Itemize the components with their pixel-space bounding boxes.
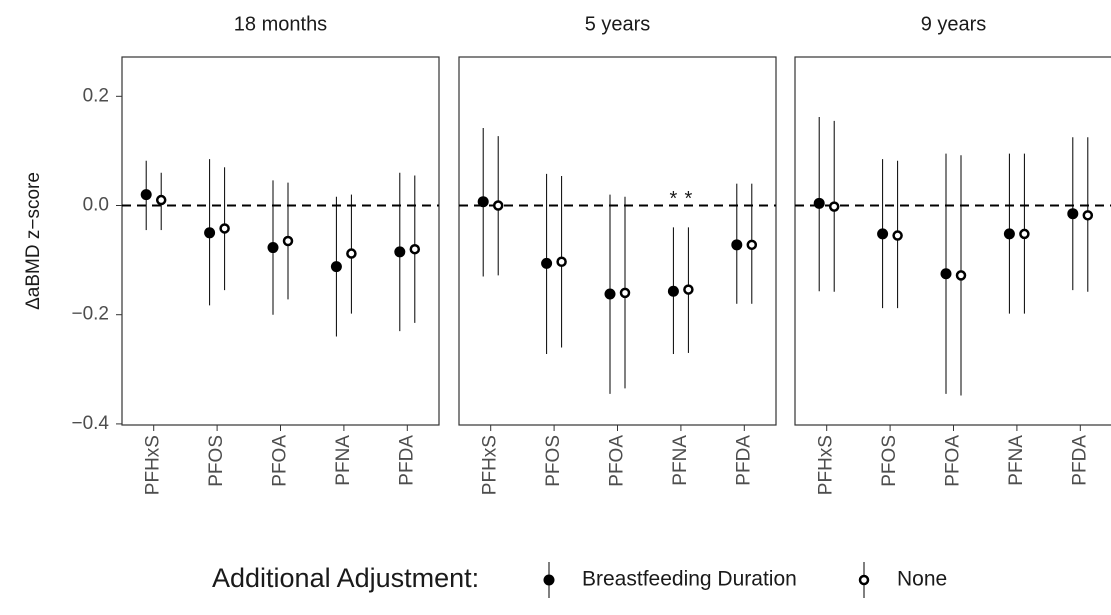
legend-label: Breastfeeding Duration xyxy=(582,568,797,591)
point xyxy=(204,227,216,239)
panel-title: 9 years xyxy=(921,13,987,35)
point xyxy=(346,248,357,259)
y-tick-label: 0.2 xyxy=(83,85,109,106)
point xyxy=(813,197,825,209)
x-tick-label: PFOA xyxy=(943,435,964,487)
panel-title: 5 years xyxy=(585,13,651,35)
point xyxy=(541,257,553,269)
x-tick-label: PFOS xyxy=(543,435,564,487)
x-tick-label: PFOS xyxy=(206,435,227,487)
point xyxy=(1003,228,1015,240)
y-tick-label: 0.0 xyxy=(83,195,109,216)
point xyxy=(477,196,489,208)
y-tick-label: −0.4 xyxy=(71,413,109,434)
point xyxy=(394,246,406,258)
point xyxy=(955,270,967,281)
y-axis-label: ΔaBMD z−score xyxy=(23,172,44,310)
x-tick-label: PFNA xyxy=(333,435,354,486)
panel-border xyxy=(121,56,440,426)
point xyxy=(1019,228,1030,240)
legend-key-point xyxy=(543,574,555,586)
x-tick-label: PFNA xyxy=(670,435,691,486)
x-tick-label: PFHxS xyxy=(480,435,501,495)
point xyxy=(619,287,631,299)
x-tick-label: PFHxS xyxy=(143,435,164,495)
point xyxy=(746,239,758,251)
point xyxy=(892,230,903,241)
point xyxy=(683,284,694,295)
point xyxy=(140,189,152,201)
x-tick-label: PFOS xyxy=(879,435,900,487)
point xyxy=(282,235,294,247)
point xyxy=(940,268,952,280)
legend-label: None xyxy=(897,568,947,591)
panel-title: 18 months xyxy=(234,13,327,35)
point xyxy=(877,228,889,240)
x-tick-label: PFNA xyxy=(1006,435,1027,486)
point xyxy=(556,256,567,267)
point xyxy=(604,288,616,300)
x-tick-label: PFHxS xyxy=(816,435,837,495)
point xyxy=(731,239,743,251)
x-tick-label: PFOA xyxy=(607,435,628,487)
point xyxy=(828,201,840,212)
point xyxy=(409,243,421,255)
y-tick-label: −0.2 xyxy=(71,304,109,325)
point xyxy=(267,242,279,254)
x-tick-label: PFDA xyxy=(733,435,754,486)
x-tick-label: PFDA xyxy=(396,435,417,486)
point xyxy=(492,200,504,211)
panel-border xyxy=(794,56,1111,426)
panel-border xyxy=(458,56,777,426)
point xyxy=(155,194,167,206)
point xyxy=(1067,208,1079,220)
x-tick-label: PFDA xyxy=(1069,435,1090,486)
x-tick-label: PFOA xyxy=(270,435,291,487)
point xyxy=(219,223,230,234)
annotation: * xyxy=(670,188,678,210)
annotation: * xyxy=(685,188,693,210)
legend-title: Additional Adjustment: xyxy=(212,563,479,593)
point xyxy=(330,261,342,273)
legend-key-point xyxy=(858,574,870,586)
point xyxy=(1082,210,1094,221)
point xyxy=(667,285,679,297)
